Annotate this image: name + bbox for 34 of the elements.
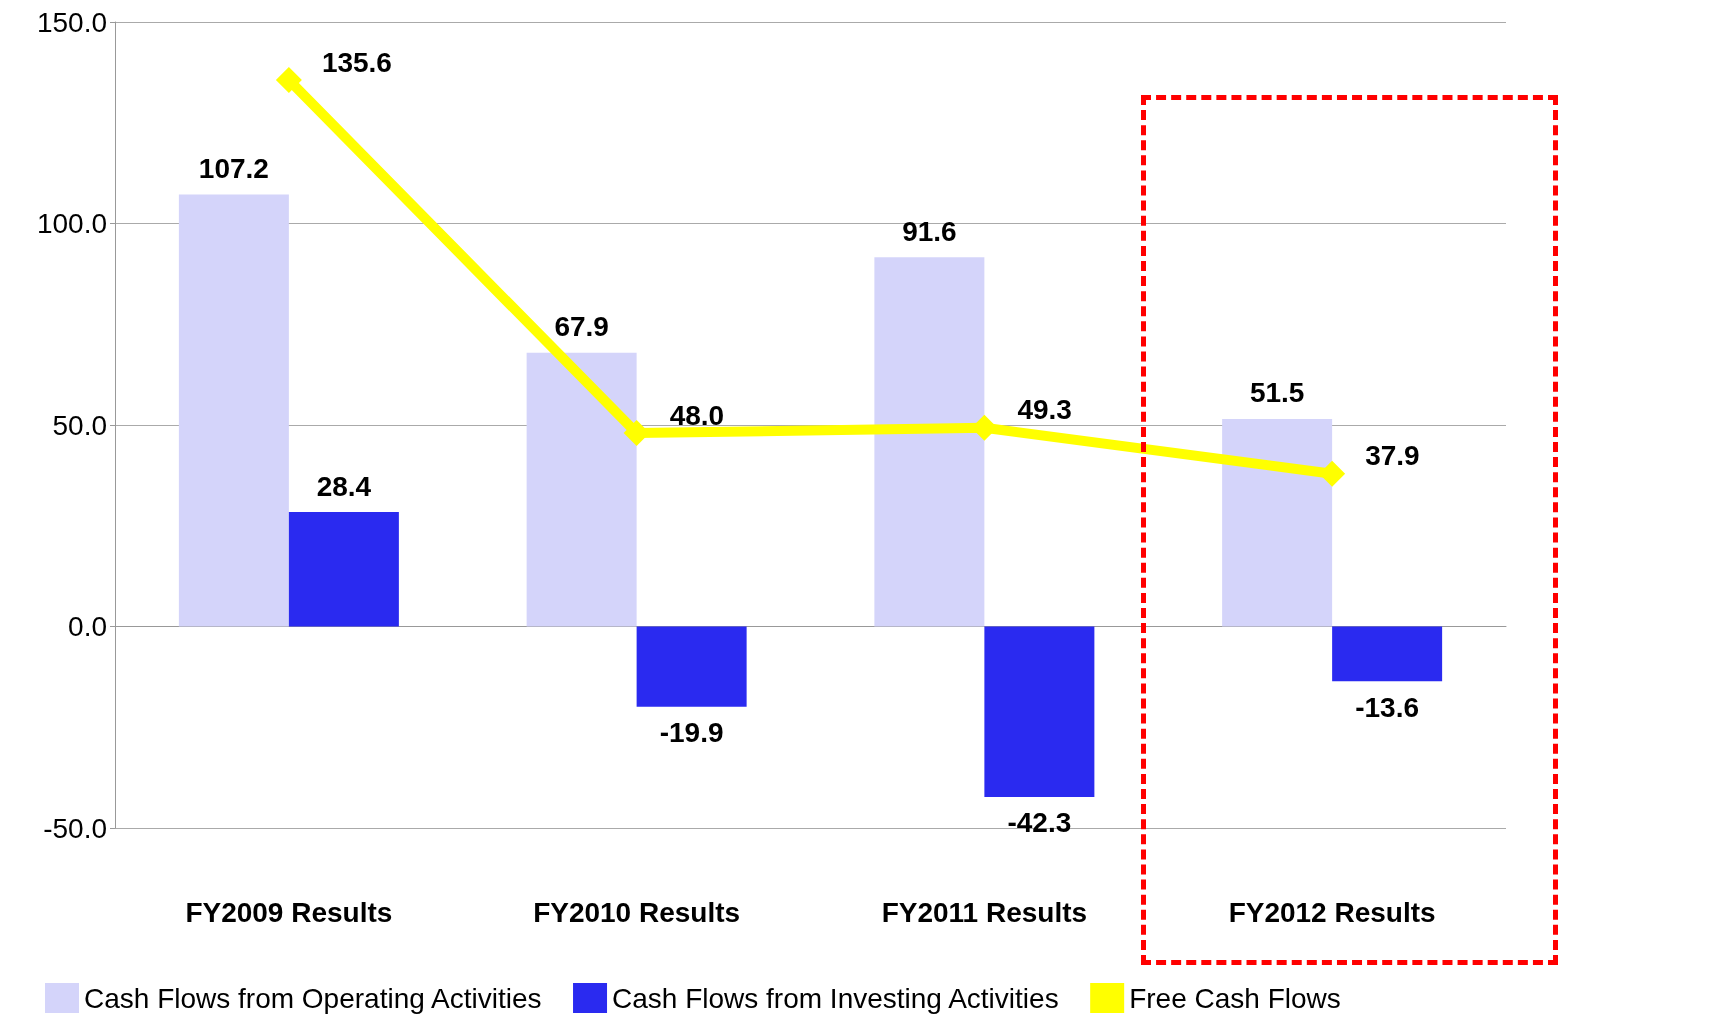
data-label: -19.9 <box>659 717 724 749</box>
legend-label: Free Cash Flows <box>1129 982 1341 1014</box>
data-label: 48.0 <box>669 399 725 431</box>
bar <box>288 512 399 627</box>
point <box>1319 460 1346 487</box>
bar <box>984 626 1095 797</box>
x-tick-label: FY2011 Results <box>881 896 1088 928</box>
legend-label: Cash Flows from Operating Activities <box>84 982 542 1014</box>
y-tick-label: 50.0 <box>52 409 107 441</box>
y-tick-label: 150.0 <box>36 6 107 38</box>
x-tick-label: FY2012 Results <box>1228 896 1436 928</box>
bar <box>636 626 747 707</box>
legend-label: Cash Flows from Investing Activities <box>612 982 1059 1014</box>
point <box>275 67 302 94</box>
data-label: 49.3 <box>1017 394 1072 426</box>
data-label: 107.2 <box>198 152 269 184</box>
y-tick-label: 0.0 <box>68 611 107 642</box>
data-label: 37.9 <box>1365 440 1420 472</box>
data-label: 91.6 <box>902 215 957 247</box>
y-tick-label: 100.0 <box>36 208 107 239</box>
data-label: 28.4 <box>316 470 372 502</box>
bar <box>526 352 637 627</box>
bar <box>1332 626 1443 682</box>
data-label: 135.6 <box>321 46 392 78</box>
y-tick-label: -50.0 <box>43 812 107 844</box>
data-label: -13.6 <box>1355 691 1420 723</box>
data-label: 67.9 <box>554 311 609 343</box>
data-label: 51.5 <box>1249 377 1305 409</box>
bar <box>178 194 289 627</box>
x-tick-label: FY2009 Results <box>185 896 393 928</box>
x-tick-label: FY2010 Results <box>533 896 741 928</box>
bar <box>1222 418 1333 627</box>
data-label: -42.3 <box>1007 807 1072 839</box>
bar <box>874 257 985 627</box>
